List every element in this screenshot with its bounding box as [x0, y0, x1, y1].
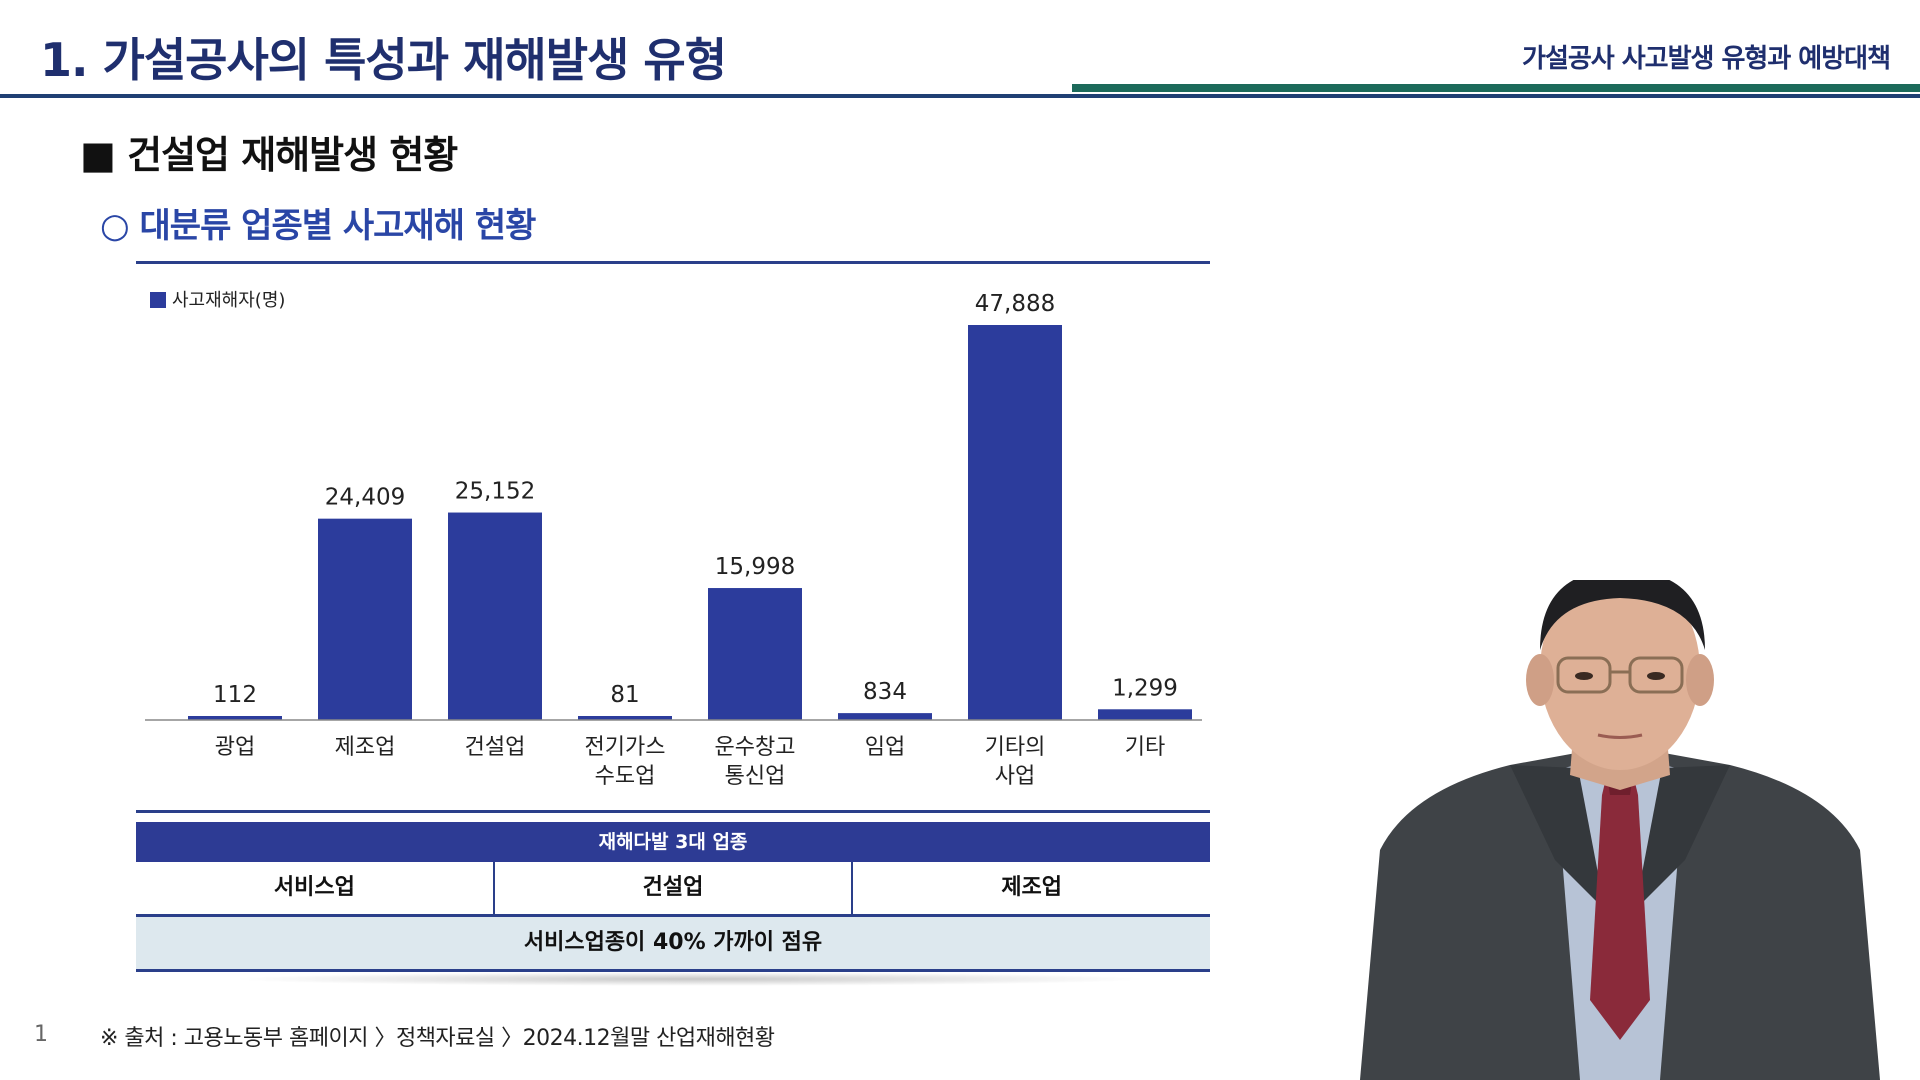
- bar-chart: 사고재해자(명) 112 24,409 25,152 81 15,998 834 47,88…: [140, 270, 1210, 804]
- bar-7: [1098, 709, 1192, 720]
- section-heading: ■ 건설업 재해발생 현황: [80, 133, 458, 177]
- x-tick-label-1-0: 제조업: [335, 735, 396, 760]
- chart-legend: 사고재해자(명): [150, 290, 285, 311]
- bar-4: [708, 588, 802, 720]
- chart-top-rule: [136, 261, 1210, 264]
- x-tick-label-4-1: 통신업: [725, 764, 786, 789]
- x-tick-label-2-0: 건설업: [465, 735, 526, 760]
- bar-value-label-4: 15,998: [715, 554, 795, 580]
- slide-subtitle: 가설공사 사고발생 유형과 예방대책: [1522, 44, 1891, 74]
- header-rule-green: [1072, 84, 1920, 92]
- x-tick-label-6-0: 기타의: [985, 735, 1046, 760]
- slide-title: 1. 가설공사의 특성과 재해발생 유형: [40, 33, 727, 87]
- x-tick-label-3-0: 전기가스: [585, 735, 666, 760]
- bar-1: [318, 518, 412, 720]
- chart-bottom-rule: [136, 810, 1210, 813]
- chart-subheading: ○ 대분류 업종별 사고재해 현황: [100, 206, 536, 246]
- summary-row: 서비스업 건설업 제조업: [136, 862, 1210, 917]
- x-tick-label-6-1: 사업: [995, 764, 1035, 789]
- bar-value-label-6: 47,888: [975, 291, 1055, 317]
- bar-3: [578, 716, 672, 720]
- presenter-face: [1540, 580, 1700, 770]
- x-tick-label-5-0: 임업: [865, 735, 905, 760]
- summary-note: 서비스업종이 40% 가까이 점유: [136, 917, 1210, 972]
- bar-value-label-3: 81: [610, 682, 639, 708]
- bar-chart-svg: 사고재해자(명) 112 24,409 25,152 81 15,998 834 47,88…: [145, 290, 1202, 789]
- bar-value-label-0: 112: [213, 682, 257, 708]
- x-tick-label-4-0: 운수창고: [715, 735, 796, 760]
- page-number: 1: [34, 1022, 48, 1047]
- presenter-glasses: [1556, 656, 1684, 694]
- header-rule-navy: [0, 94, 1920, 98]
- bar-value-label-2: 25,152: [455, 479, 535, 505]
- bar-value-label-1: 24,409: [325, 485, 405, 511]
- presenter-video: [1320, 580, 1920, 1080]
- summary-cell-construction: 건설업: [495, 862, 854, 914]
- presenter-tie: [1590, 770, 1650, 1040]
- chart-bars: 112 24,409 25,152 81 15,998 834 47,888 1,299: [188, 291, 1192, 720]
- x-tick-label-3-1: 수도업: [595, 764, 656, 789]
- bar-value-label-5: 834: [863, 679, 907, 705]
- bar-2: [448, 512, 542, 720]
- bar-0: [188, 716, 282, 720]
- presenter-hair: [1540, 580, 1705, 650]
- bar-5: [838, 713, 932, 720]
- source-note: ※ 출처 : 고용노동부 홈페이지 〉정책자료실 〉2024.12월말 산업재해…: [100, 1026, 775, 1051]
- summary-cell-manufacturing: 제조업: [1001, 875, 1063, 900]
- x-tick-label-7-0: 기타: [1125, 735, 1165, 760]
- summary-cell-service: 서비스업: [136, 862, 495, 914]
- legend-label: 사고재해자(명): [172, 290, 285, 311]
- summary-table: 재해다발 3대 업종 서비스업 건설업 제조업 서비스업종이 40% 가까이 점…: [136, 822, 1210, 972]
- summary-shadow: [230, 972, 1150, 986]
- bar-6: [968, 325, 1062, 720]
- summary-header: 재해다발 3대 업종: [136, 822, 1210, 862]
- x-tick-label-0-0: 광업: [215, 735, 255, 760]
- bar-value-label-7: 1,299: [1112, 675, 1178, 701]
- legend-swatch: [150, 292, 166, 308]
